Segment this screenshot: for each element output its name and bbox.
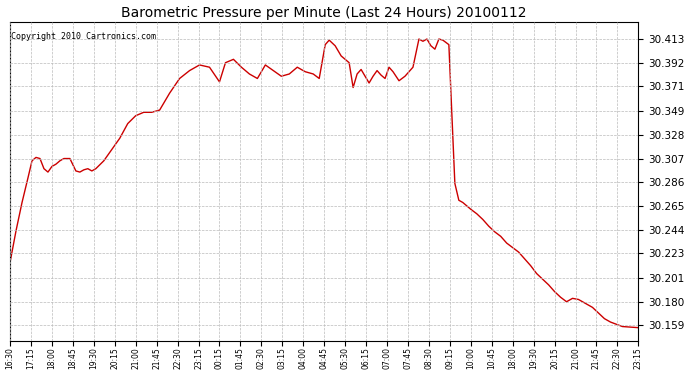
Title: Barometric Pressure per Minute (Last 24 Hours) 20100112: Barometric Pressure per Minute (Last 24 … (121, 6, 527, 20)
Text: Copyright 2010 Cartronics.com: Copyright 2010 Cartronics.com (11, 32, 157, 40)
